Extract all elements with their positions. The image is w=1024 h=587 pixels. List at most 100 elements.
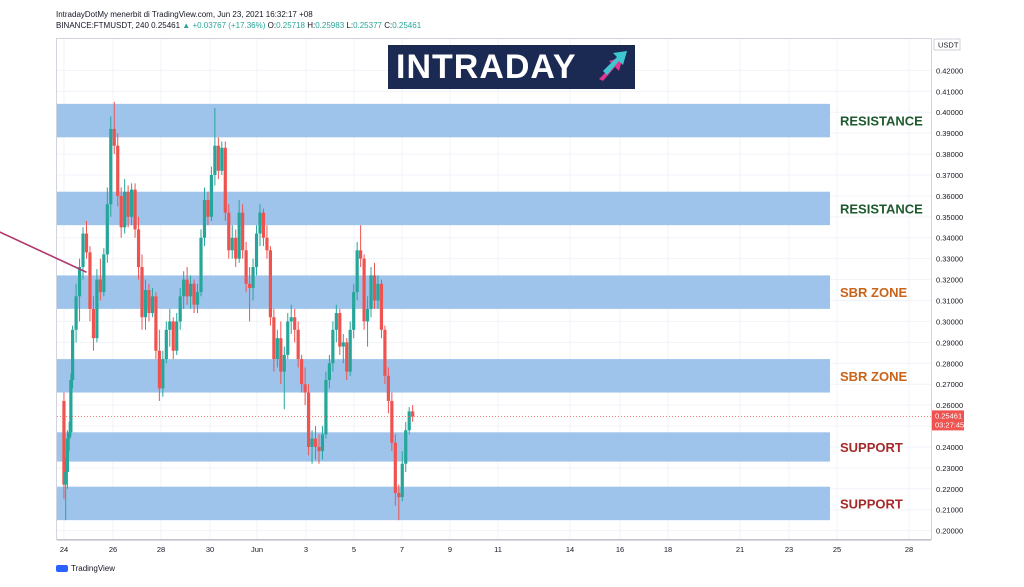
currency-badge[interactable] xyxy=(933,38,961,51)
price-tick-label: 0.38000 xyxy=(936,150,963,159)
candle-body xyxy=(352,292,356,330)
high-label: H: xyxy=(307,21,316,30)
candle-body xyxy=(341,342,345,347)
zone-label-resistance: RESISTANCE xyxy=(840,201,923,216)
candle-body xyxy=(247,283,252,288)
candle-body xyxy=(327,363,331,381)
candle-body xyxy=(74,296,78,330)
candle-body xyxy=(88,252,92,309)
candle-body xyxy=(223,147,227,213)
price-tick-label: 0.31000 xyxy=(936,297,963,306)
candle-body xyxy=(272,317,276,360)
price-tick-label: 0.23000 xyxy=(936,464,963,473)
candle-body xyxy=(202,200,207,238)
candle-body xyxy=(175,321,179,351)
time-tick-label: 23 xyxy=(785,545,793,554)
price-tick-label: 0.28000 xyxy=(936,359,963,368)
candle-body xyxy=(237,212,241,259)
candle-body xyxy=(289,317,293,322)
candle-body xyxy=(98,279,102,293)
price-tick-label: 0.36000 xyxy=(936,192,963,201)
candle-body xyxy=(154,296,158,351)
candle-body xyxy=(254,233,259,268)
candle-body xyxy=(241,212,245,251)
price-tick-label: 0.35000 xyxy=(936,213,963,222)
candle-body xyxy=(313,438,318,447)
candle-body xyxy=(216,145,220,171)
candle-body xyxy=(261,212,266,238)
candle-body xyxy=(334,313,338,330)
time-tick-label: 11 xyxy=(494,545,502,554)
candle-body xyxy=(407,411,411,431)
candle-body xyxy=(188,283,193,297)
candle-body xyxy=(171,321,175,351)
time-tick-label: 5 xyxy=(352,545,356,554)
zone-band-sbr xyxy=(57,275,830,309)
candle-body xyxy=(77,267,82,297)
last-price-value: 0.25461 xyxy=(151,21,181,30)
candle-body xyxy=(150,296,155,314)
candle-body xyxy=(365,308,370,322)
price-tick-label: 0.37000 xyxy=(936,171,963,180)
price-tick-label: 0.22000 xyxy=(936,485,963,494)
price-tick-label: 0.26000 xyxy=(936,401,963,410)
candle-body xyxy=(359,250,363,259)
price-tick-label: 0.29000 xyxy=(936,338,963,347)
candle-body xyxy=(112,128,116,146)
publisher-text: IntradayDotMy menerbit di TradingView.co… xyxy=(56,10,313,19)
countdown-tag-value: 03:27:45 xyxy=(935,420,964,429)
candle-body xyxy=(109,128,113,205)
zone-band-resistance xyxy=(57,191,830,226)
candle-body xyxy=(227,212,231,251)
candle-body xyxy=(126,191,130,217)
price-tick-label: 0.32000 xyxy=(936,276,963,285)
time-tick-label: 24 xyxy=(60,545,68,554)
candle-body xyxy=(140,267,144,318)
intraday-logo: INTRADAY xyxy=(388,45,635,89)
candle-body xyxy=(300,359,304,385)
close-label: C: xyxy=(384,21,393,30)
candle-body xyxy=(393,442,397,493)
candle-body xyxy=(62,400,66,485)
candle-body xyxy=(220,147,224,171)
candle-body xyxy=(67,432,71,439)
candle-body xyxy=(164,329,168,360)
candle-body xyxy=(296,329,300,360)
candle-body xyxy=(376,283,380,301)
time-tick-label: Jun xyxy=(251,545,263,554)
candle-body xyxy=(147,290,151,314)
tradingview-badge[interactable]: TradingView xyxy=(56,564,115,573)
candle-body xyxy=(397,492,401,498)
price-tick-label: 0.33000 xyxy=(936,255,963,264)
candle-body xyxy=(306,392,311,447)
candle-body xyxy=(91,308,96,339)
low-value: 0.25377 xyxy=(353,21,382,30)
price-tick-label: 0.30000 xyxy=(936,317,963,326)
candle-body xyxy=(320,434,325,452)
candle-body xyxy=(123,191,127,228)
high-value: 0.25983 xyxy=(315,21,345,30)
candle-body xyxy=(133,189,137,230)
time-tick-label: 7 xyxy=(400,545,404,554)
candle-body xyxy=(185,279,189,297)
price-tick-label: 0.41000 xyxy=(936,87,963,96)
candle-body xyxy=(324,380,328,435)
change-value: ▲ +0.03767 (+17.36%) xyxy=(182,21,266,30)
candle-body xyxy=(102,254,106,293)
zone-band-resistance xyxy=(57,103,830,138)
resistance-trendline[interactable] xyxy=(0,101,87,273)
time-tick-label: 9 xyxy=(448,545,452,554)
low-label: L: xyxy=(346,21,354,30)
chart-publisher-line: IntradayDotMy menerbit di TradingView.co… xyxy=(56,10,313,20)
candle-body xyxy=(244,250,248,284)
candle-body xyxy=(331,329,335,364)
candle-body xyxy=(362,258,366,322)
candle-body xyxy=(372,275,377,301)
last-price-tag-value: 0.25461 xyxy=(935,411,962,420)
logo-text: INTRADAY xyxy=(396,48,577,86)
candle-body xyxy=(182,279,186,297)
zone-band-support xyxy=(57,432,830,462)
candle-body xyxy=(310,438,314,447)
zone-label-resistance: RESISTANCE xyxy=(840,114,923,129)
